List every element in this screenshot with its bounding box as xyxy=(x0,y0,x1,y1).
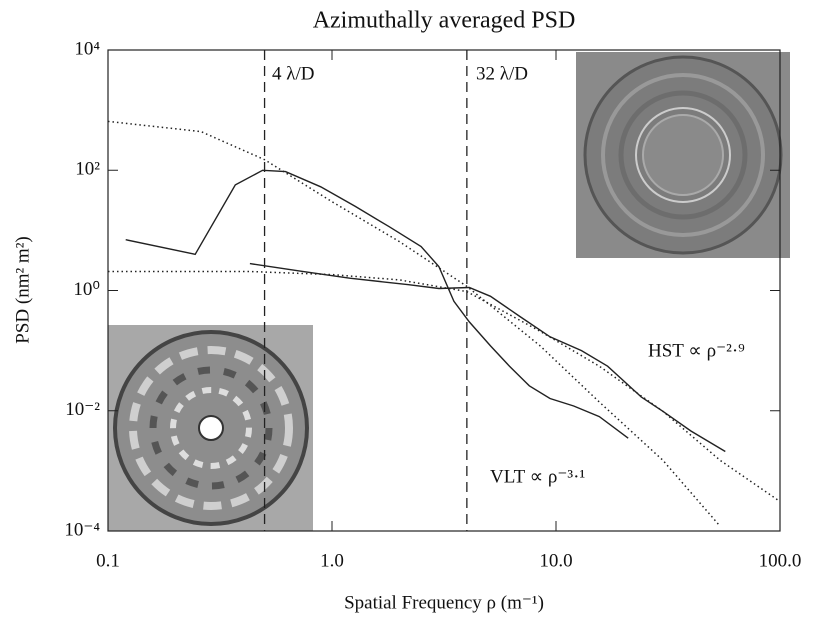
x-tick-label: 100.0 xyxy=(759,550,802,571)
annotation: VLT ∝ ρ⁻³·¹ xyxy=(490,466,585,487)
y-tick-label: 10⁴ xyxy=(74,38,100,59)
series-line xyxy=(107,120,721,527)
y-tick-label: 10⁻² xyxy=(65,399,100,420)
annotation: HST ∝ ρ⁻²·⁹ xyxy=(648,340,745,361)
x-tick-label: 0.1 xyxy=(96,550,120,571)
series-line xyxy=(125,169,629,439)
annotation: 4 λ/D xyxy=(272,63,314,84)
series-line xyxy=(108,270,781,503)
y-axis-label: PSD (nm² m²) xyxy=(12,236,33,343)
inset-top-right xyxy=(576,52,790,258)
x-axis-label: Spatial Frequency ρ (m⁻¹) xyxy=(344,592,544,613)
y-tick-label: 10⁻⁴ xyxy=(64,519,100,540)
y-tick-label: 10² xyxy=(75,159,100,180)
x-tick-label: 10.0 xyxy=(539,550,572,571)
chart-title: Azimuthally averaged PSD xyxy=(313,8,576,34)
x-tick-label: 1.0 xyxy=(320,550,344,571)
annotation: 32 λ/D xyxy=(476,63,528,84)
inset-bottom-left xyxy=(108,325,313,531)
y-tick-label: 10⁰ xyxy=(73,279,100,300)
